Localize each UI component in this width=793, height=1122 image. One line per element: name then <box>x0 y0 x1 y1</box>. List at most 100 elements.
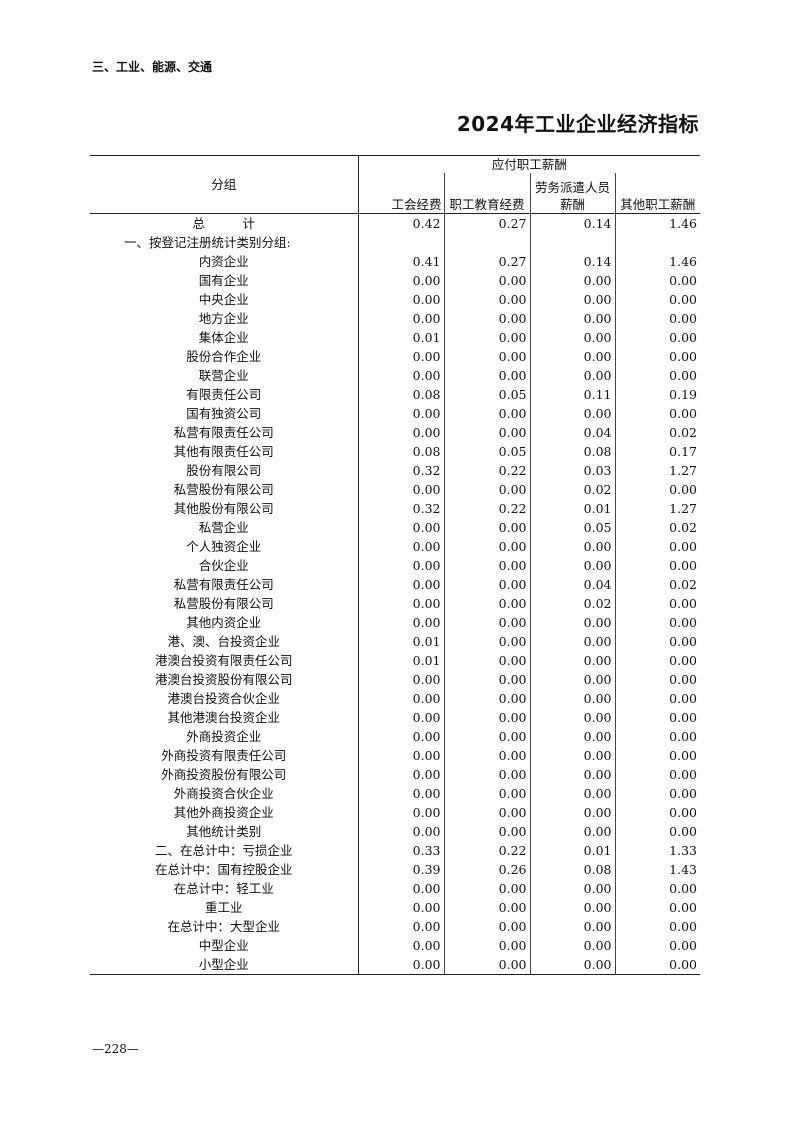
cell-value: 0.00 <box>358 727 445 746</box>
cell-value: 0.00 <box>530 936 616 955</box>
cell-value: 1.43 <box>669 862 698 877</box>
cell-value: 0.00 <box>444 480 531 499</box>
cell-value: 0.00 <box>669 938 698 953</box>
cell-value: 0.02 <box>530 480 616 499</box>
cell-value: 0.01 <box>358 328 445 347</box>
cell-value: 0.00 <box>669 786 698 801</box>
cell-value <box>615 233 700 252</box>
cell-value: 0.00 <box>358 822 445 841</box>
cell-value <box>358 233 445 252</box>
table-row: 外商投资股份有限公司 0.00 0.00 0.00 0.00 <box>90 765 700 784</box>
cell-value: 0.00 <box>669 919 698 934</box>
row-label: 其他股份有限公司 <box>90 499 359 518</box>
table-row: 地方企业 0.00 0.00 0.00 0.00 <box>90 309 700 328</box>
cell-value: 0.00 <box>358 290 445 309</box>
table-row: 总 计 0.42 0.27 0.14 1.46 <box>90 213 700 233</box>
row-label: 其他外商投资企业 <box>90 803 359 822</box>
table-row: 其他有限责任公司 0.08 0.05 0.08 0.17 <box>90 442 700 461</box>
table-row: 股份有限公司 0.32 0.22 0.03 1.27 <box>90 461 700 480</box>
cell-value: 0.00 <box>358 879 445 898</box>
row-label: 其他港澳台投资企业 <box>90 708 359 727</box>
cell-value: 0.00 <box>358 423 445 442</box>
cell-value: 0.00 <box>530 404 616 423</box>
cell-value: 0.00 <box>358 746 445 765</box>
cell-value: 0.00 <box>358 936 445 955</box>
cell-value: 0.02 <box>669 425 698 440</box>
cell-value: 0.00 <box>358 708 445 727</box>
table-row: 合伙企业 0.00 0.00 0.00 0.00 <box>90 556 700 575</box>
cell-value: 0.08 <box>358 442 445 461</box>
row-label: 总 计 <box>90 213 359 233</box>
table-row: 重工业 0.00 0.00 0.00 0.00 <box>90 898 700 917</box>
cell-value: 0.00 <box>669 558 698 573</box>
cell-value: 0.00 <box>444 651 531 670</box>
cell-value: 0.00 <box>358 594 445 613</box>
column-header: 职工教育经费 <box>444 173 531 214</box>
cell-value: 0.00 <box>358 480 445 499</box>
cell-value: 0.00 <box>444 290 531 309</box>
cell-value: 0.01 <box>358 651 445 670</box>
cell-value: 0.00 <box>530 879 616 898</box>
cell-value: 0.00 <box>669 368 698 383</box>
cell-value: 0.00 <box>444 594 531 613</box>
cell-value: 0.08 <box>530 860 616 879</box>
cell-value: 0.00 <box>444 632 531 651</box>
table-row: 港澳台投资股份有限公司 0.00 0.00 0.00 0.00 <box>90 670 700 689</box>
cell-value: 0.00 <box>358 366 445 385</box>
cell-value: 0.00 <box>358 347 445 366</box>
cell-value: 0.27 <box>444 213 531 233</box>
table-row: 其他股份有限公司 0.32 0.22 0.01 1.27 <box>90 499 700 518</box>
cell-value: 0.00 <box>358 955 445 975</box>
cell-value: 0.00 <box>444 328 531 347</box>
row-label: 外商投资企业 <box>90 727 359 746</box>
row-label: 私营股份有限公司 <box>90 480 359 499</box>
table-row: 内资企业 0.41 0.27 0.14 1.46 <box>90 252 700 271</box>
cell-value: 0.19 <box>669 387 698 402</box>
cell-value: 0.00 <box>444 575 531 594</box>
cell-value: 0.00 <box>530 613 616 632</box>
cell-value: 0.00 <box>358 613 445 632</box>
cell-value: 0.01 <box>530 499 616 518</box>
cell-value: 0.00 <box>530 765 616 784</box>
row-label: 小型企业 <box>90 955 359 975</box>
cell-value: 0.00 <box>669 957 698 972</box>
section-header: 三、工业、能源、交通 <box>92 60 213 74</box>
cell-value: 0.00 <box>530 784 616 803</box>
cell-value: 0.00 <box>444 803 531 822</box>
cell-value: 0.00 <box>444 271 531 290</box>
cell-value: 0.00 <box>358 689 445 708</box>
cell-value: 0.00 <box>444 746 531 765</box>
cell-value: 0.00 <box>669 881 698 896</box>
cell-value: 0.00 <box>444 879 531 898</box>
cell-value: 0.00 <box>358 518 445 537</box>
row-label: 重工业 <box>90 898 359 917</box>
cell-value: 0.14 <box>530 252 616 271</box>
cell-value: 0.00 <box>358 575 445 594</box>
row-label: 外商投资股份有限公司 <box>90 765 359 784</box>
row-label: 私营有限责任公司 <box>90 423 359 442</box>
table-row: 港澳台投资有限责任公司 0.01 0.00 0.00 0.00 <box>90 651 700 670</box>
row-label: 二、在总计中：亏损企业 <box>90 841 359 860</box>
row-label: 私营企业 <box>90 518 359 537</box>
cell-value: 0.00 <box>669 672 698 687</box>
cell-value: 0.00 <box>530 651 616 670</box>
cell-value: 0.00 <box>358 670 445 689</box>
cell-value: 1.46 <box>669 254 698 269</box>
cell-value: 0.00 <box>530 347 616 366</box>
cell-value: 0.22 <box>444 841 531 860</box>
page-title: 2024年工业企业经济指标 <box>456 112 699 136</box>
cell-value: 0.00 <box>669 482 698 497</box>
row-label: 集体企业 <box>90 328 359 347</box>
cell-value: 0.02 <box>530 594 616 613</box>
cell-value: 0.00 <box>358 803 445 822</box>
row-label: 股份合作企业 <box>90 347 359 366</box>
row-label: 私营股份有限公司 <box>90 594 359 613</box>
table-row: 其他统计类别 0.00 0.00 0.00 0.00 <box>90 822 700 841</box>
cell-value: 0.00 <box>444 309 531 328</box>
cell-value: 0.00 <box>530 917 616 936</box>
row-label: 港、澳、台投资企业 <box>90 632 359 651</box>
row-label: 其他统计类别 <box>90 822 359 841</box>
table-row: 港、澳、台投资企业 0.01 0.00 0.00 0.00 <box>90 632 700 651</box>
cell-value: 1.33 <box>669 843 698 858</box>
row-label: 国有独资公司 <box>90 404 359 423</box>
